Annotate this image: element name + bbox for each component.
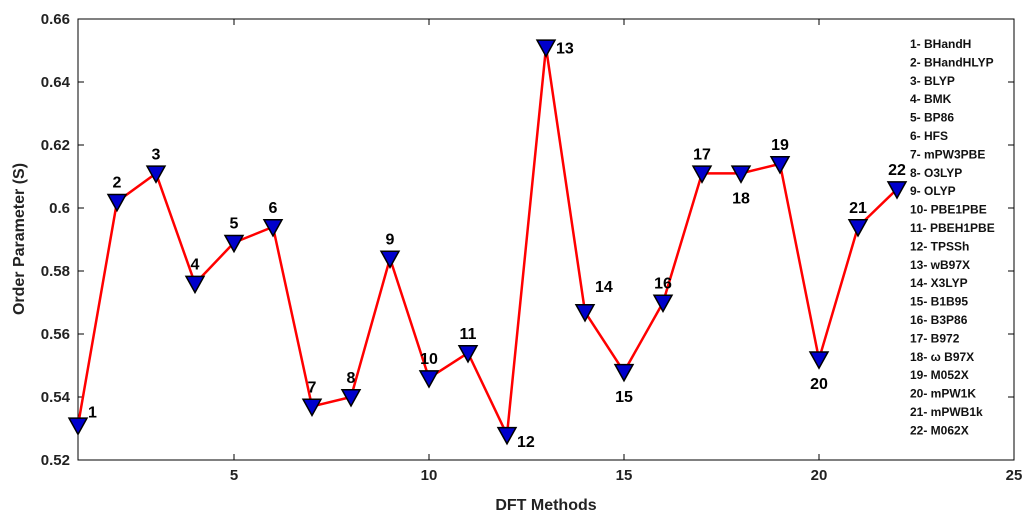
data-point-label: 14 bbox=[595, 279, 613, 296]
data-point-marker bbox=[340, 389, 362, 408]
legend-entry: 22- M062X bbox=[910, 423, 969, 437]
data-point-label: 11 bbox=[460, 326, 477, 343]
data-point-marker bbox=[496, 426, 518, 446]
legend-entry: 20- mPW1K bbox=[910, 387, 976, 401]
data-point-marker bbox=[262, 218, 284, 238]
y-axis-title: Order Parameter (S) bbox=[11, 163, 28, 315]
legend-entry: 19- M052X bbox=[910, 368, 969, 382]
legend: 1- BHandH 2- BHandHLYP 3- BLYP 4- BMK 5- BP8… bbox=[910, 37, 995, 437]
data-point-label: 1 bbox=[88, 404, 97, 421]
data-point-label: 18 bbox=[732, 190, 750, 207]
legend-entry: 14- X3LYP bbox=[910, 276, 968, 290]
data-point-marker bbox=[574, 304, 596, 323]
x-tick-label: 25 bbox=[1006, 467, 1022, 484]
legend-entry: 13- wB97X bbox=[910, 258, 970, 272]
data-point-marker bbox=[379, 250, 401, 269]
data-point-marker bbox=[106, 193, 128, 213]
x-tick-label: 5 bbox=[230, 467, 238, 484]
data-point-label: 9 bbox=[386, 231, 395, 248]
x-axis-ticks: 5 10 15 20 25 bbox=[230, 19, 1022, 484]
legend-entry: 4- BMK bbox=[910, 92, 952, 106]
data-point-marker bbox=[301, 398, 323, 417]
series-markers bbox=[67, 39, 908, 446]
x-tick-label: 15 bbox=[616, 467, 633, 484]
data-point-label: 21 bbox=[849, 200, 867, 217]
legend-entry: 10- PBE1PBE bbox=[910, 203, 987, 217]
data-point-marker bbox=[145, 165, 167, 184]
y-tick-label: 0.58 bbox=[41, 263, 70, 280]
data-point-marker bbox=[886, 181, 908, 200]
series-line bbox=[76, 46, 898, 437]
data-point-marker bbox=[691, 165, 713, 184]
y-tick-label: 0.56 bbox=[41, 326, 70, 343]
data-point-marker bbox=[613, 363, 635, 383]
data-point-label: 6 bbox=[269, 200, 278, 217]
legend-entry: 7- mPW3PBE bbox=[910, 147, 985, 161]
x-tick-label: 10 bbox=[421, 467, 438, 484]
data-point-label: 20 bbox=[810, 376, 828, 393]
data-point-label: 5 bbox=[230, 216, 239, 233]
y-tick-label: 0.66 bbox=[41, 11, 70, 28]
data-point-label: 8 bbox=[347, 370, 356, 387]
data-point-label: 13 bbox=[556, 40, 574, 57]
data-point-label: 7 bbox=[308, 379, 317, 396]
data-point-marker bbox=[535, 39, 557, 58]
legend-entry: 6- HFS bbox=[910, 129, 948, 143]
data-point-label: 2 bbox=[113, 175, 122, 192]
legend-entry: 11- PBEH1PBE bbox=[910, 221, 995, 235]
data-point-label: 12 bbox=[517, 434, 535, 451]
legend-entry: 15- B1B95 bbox=[910, 295, 968, 309]
data-point-label: 10 bbox=[420, 351, 438, 368]
data-point-label: 19 bbox=[771, 137, 789, 154]
data-point-marker bbox=[418, 370, 440, 389]
data-point-label: 17 bbox=[693, 146, 711, 163]
x-tick-label: 20 bbox=[811, 467, 828, 484]
legend-entry: 17- B972 bbox=[910, 331, 960, 345]
data-point-marker bbox=[847, 218, 869, 238]
y-tick-label: 0.52 bbox=[41, 452, 70, 469]
x-axis-title: DFT Methods bbox=[495, 497, 596, 514]
y-tick-label: 0.62 bbox=[41, 137, 70, 154]
y-tick-label: 0.64 bbox=[41, 74, 71, 91]
data-point-label: 4 bbox=[191, 257, 200, 274]
plot-frame bbox=[77, 18, 1015, 461]
legend-entry: 8- O3LYP bbox=[910, 166, 962, 180]
legend-entry: 2- BHandHLYP bbox=[910, 55, 994, 69]
y-tick-label: 0.6 bbox=[49, 200, 70, 217]
legend-entry: 21- mPWB1k bbox=[910, 405, 983, 419]
data-point-marker bbox=[730, 165, 752, 184]
data-point-label: 22 bbox=[888, 162, 906, 179]
data-point-marker bbox=[457, 344, 479, 364]
data-point-label: 15 bbox=[615, 389, 633, 406]
data-point-label: 16 bbox=[654, 276, 672, 293]
legend-entry: 18- ω B97X bbox=[910, 350, 974, 364]
legend-entry: 3- BLYP bbox=[910, 74, 955, 88]
y-axis-ticks: 0.52 0.54 0.56 0.58 0.6 0.62 0.64 0.66 bbox=[41, 11, 1014, 469]
data-point-marker bbox=[808, 351, 830, 370]
data-point-marker bbox=[652, 294, 674, 314]
data-point-marker bbox=[769, 155, 791, 175]
data-point-label: 3 bbox=[152, 146, 161, 163]
data-point-marker bbox=[223, 234, 245, 254]
legend-entry: 1- BHandH bbox=[910, 37, 971, 51]
legend-entry: 12- TPSSh bbox=[910, 239, 969, 253]
y-tick-label: 0.54 bbox=[41, 389, 71, 406]
legend-entry: 16- B3P86 bbox=[910, 313, 968, 327]
legend-entry: 9- OLYP bbox=[910, 184, 956, 198]
data-point-marker bbox=[184, 275, 206, 295]
data-point-marker bbox=[67, 417, 89, 436]
legend-entry: 5- BP86 bbox=[910, 111, 954, 125]
